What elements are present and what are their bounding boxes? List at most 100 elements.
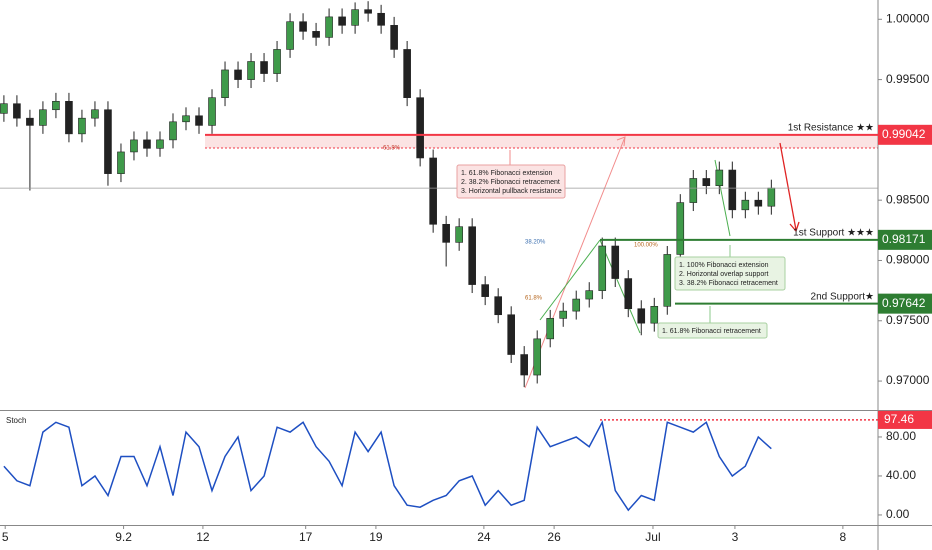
resistance-zone <box>205 135 878 148</box>
candle-body <box>455 226 463 243</box>
candle-body <box>624 278 633 310</box>
candle-body <box>325 16 333 38</box>
price-box <box>878 293 932 314</box>
drawings <box>205 135 878 389</box>
candle-body <box>715 169 724 187</box>
x-tick-label: Jul <box>645 530 660 544</box>
candle-body <box>195 115 203 126</box>
y-tick-label: 0.99500 <box>886 72 930 86</box>
candle-body <box>403 49 411 98</box>
candle-body <box>663 254 672 307</box>
fib-line <box>599 239 641 334</box>
candle-body <box>208 97 216 126</box>
y-tick-label: 1.00000 <box>886 11 930 25</box>
candle-body <box>39 109 47 126</box>
fib-label: 61.8% <box>525 296 543 302</box>
level-label: 1st Support ★★★ <box>793 227 874 238</box>
candle-body <box>286 21 294 50</box>
candle-body <box>377 12 385 26</box>
candle-body <box>689 178 698 203</box>
candle-body <box>312 31 320 38</box>
indicator-title: Stoch <box>6 416 26 425</box>
annotation-box <box>674 256 786 291</box>
candle-body <box>221 69 229 98</box>
y-tick-label: 0.98000 <box>886 253 930 267</box>
candle-body <box>611 245 620 279</box>
price-box <box>878 124 932 145</box>
fib-label: 38.20% <box>525 240 546 246</box>
annotation-text: 1. 100% Fibonacci extension <box>679 262 769 269</box>
candle-body <box>754 199 763 207</box>
fib-line <box>539 239 601 321</box>
candle-body <box>507 314 515 355</box>
candle-body <box>143 139 151 149</box>
candle-body <box>0 103 8 114</box>
candle-body <box>546 318 555 340</box>
x-tick-label: 12 <box>196 530 210 544</box>
candle-body <box>572 298 581 312</box>
candle-body <box>533 338 542 376</box>
price-box <box>878 410 932 429</box>
price-box-label: 0.97642 <box>882 296 926 310</box>
price-box-label: 0.99042 <box>882 127 926 141</box>
level-label: 2nd Support★ <box>811 291 874 302</box>
candle-body <box>273 49 281 74</box>
y-tick-label: 0.97000 <box>886 373 930 387</box>
candle-body <box>520 354 528 376</box>
candle-body <box>26 117 34 126</box>
candle-body <box>52 100 60 111</box>
candle-body <box>650 305 659 324</box>
candle-body <box>494 296 502 316</box>
y-tick-label: 40.00 <box>886 468 916 482</box>
candle-body <box>156 139 164 149</box>
annotation-text: 3. 38.2% Fibonacci retracement <box>679 280 778 287</box>
candles <box>0 1 776 388</box>
candle-body <box>117 151 125 174</box>
candle-body <box>481 284 489 297</box>
y-tick-label: 0.97500 <box>886 313 930 327</box>
price-box-label: 0.98171 <box>882 232 926 246</box>
annotation-box <box>456 164 566 199</box>
candle-body <box>676 202 685 255</box>
annotation-text: 1. 61.8% Fibonacci retracement <box>662 328 761 335</box>
x-tick-label: 9.2 <box>115 530 132 544</box>
candle-body <box>702 178 711 187</box>
fib-label: 100.00% <box>634 243 658 249</box>
arrow-head <box>616 136 626 147</box>
annotation-text: 2. Horizontal overlap support <box>679 271 769 278</box>
candle-body <box>338 16 346 26</box>
x-tick-label: 5 <box>2 530 9 544</box>
candle-body <box>104 109 112 174</box>
candle-body <box>78 117 86 135</box>
annotation-text: 2. 38.2% Fibonacci retracement <box>461 179 560 186</box>
candle-body <box>364 9 372 14</box>
x-tick-label: 19 <box>369 530 383 544</box>
x-tick-label: 26 <box>547 530 561 544</box>
x-tick-label: 8 <box>840 530 847 544</box>
candle-body <box>247 61 255 80</box>
candle-body <box>182 115 190 123</box>
extension-line <box>524 136 626 389</box>
candle-body <box>559 310 568 319</box>
candle-body <box>416 97 424 159</box>
candle-body <box>728 169 737 211</box>
candle-body <box>13 103 21 119</box>
y-tick-label: 0.98500 <box>886 192 930 206</box>
x-tick-label: 24 <box>477 530 491 544</box>
candle-body <box>585 290 594 300</box>
candle-body <box>65 100 73 135</box>
price-box-label: 97.46 <box>884 412 914 426</box>
candle-body <box>468 226 476 285</box>
fib-label: 61.8% <box>383 146 401 152</box>
price-box <box>878 229 932 250</box>
candle-body <box>598 245 607 291</box>
level-label: 1st Resistance ★★ <box>788 122 874 133</box>
x-tick-label: 3 <box>732 530 739 544</box>
candle-body <box>442 223 450 243</box>
projection-arrow <box>779 142 797 231</box>
candle-body <box>767 187 776 207</box>
arrow-head <box>789 221 800 233</box>
stoch-line <box>3 420 772 512</box>
